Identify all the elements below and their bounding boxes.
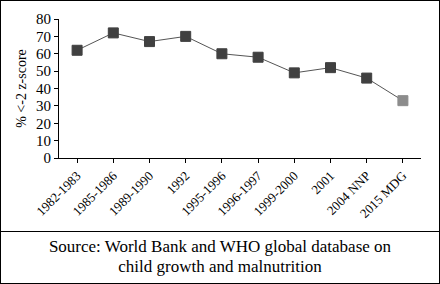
svg-text:1982-1983: 1982-1983 — [33, 168, 83, 218]
svg-text:60: 60 — [36, 46, 51, 62]
svg-text:80: 80 — [36, 11, 51, 27]
html-text:Source: World Bank and WHO glo: Source: World Bank and WHO global databa… — [48, 237, 392, 276]
svg-text:2001: 2001 — [308, 168, 337, 197]
svg-text:2015 MDG: 2015 MDG — [357, 168, 410, 221]
svg-text:20: 20 — [36, 116, 51, 132]
svg-text:1989-1990: 1989-1990 — [106, 168, 156, 218]
svg-text:70: 70 — [36, 29, 51, 45]
svg-text:0: 0 — [44, 150, 52, 166]
svg-text:1996-1997: 1996-1997 — [214, 168, 265, 219]
svg-text:30: 30 — [36, 98, 51, 114]
svg-text:% <-2 z-score: % <-2 z-score — [14, 49, 29, 128]
svg-text:1995-1996: 1995-1996 — [178, 168, 229, 219]
svg-text:2004 NNP: 2004 NNP — [324, 168, 374, 218]
svg-text:40: 40 — [36, 81, 51, 97]
svg-text:1999-2000: 1999-2000 — [251, 168, 301, 218]
svg-text:50: 50 — [36, 63, 51, 79]
svg-text:1985-1986: 1985-1986 — [70, 168, 121, 219]
svg-text:1992: 1992 — [163, 168, 192, 197]
svg-text:10: 10 — [36, 133, 51, 149]
